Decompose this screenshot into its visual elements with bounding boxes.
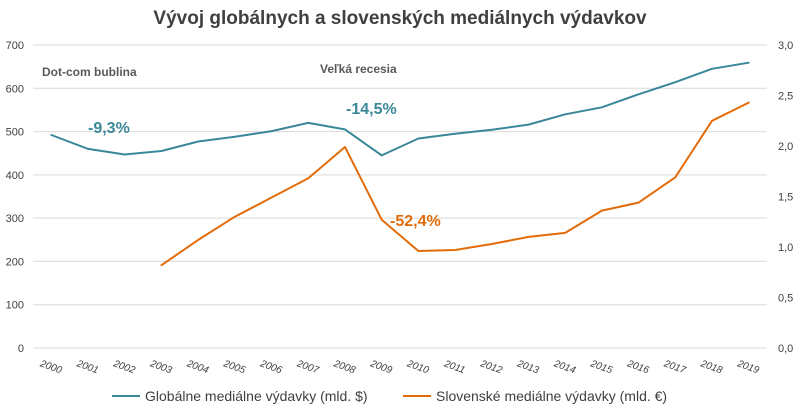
x-tick-label: 2007 bbox=[294, 358, 320, 376]
x-tick-label: 2000 bbox=[38, 358, 64, 376]
series-line-global bbox=[50, 61, 750, 157]
gridlines bbox=[33, 44, 767, 349]
annotation-sk-drop-2009: -52,4% bbox=[390, 213, 441, 230]
x-axis-ticks: 2000 2001 2002 2003 2004 2005 2006 2007 2008 2009… bbox=[38, 358, 761, 376]
y-right-tick-label: 1,0 bbox=[778, 242, 793, 254]
annotation-recession: Veľká recesia bbox=[320, 62, 397, 76]
x-tick-label: 2013 bbox=[515, 358, 541, 376]
annotation-global-drop-2001: -9,3% bbox=[88, 120, 130, 137]
x-tick-label: 2018 bbox=[698, 358, 724, 376]
x-tick-label: 2011 bbox=[442, 358, 467, 376]
x-tick-label: 2002 bbox=[111, 358, 137, 376]
x-tick-label: 2006 bbox=[258, 358, 284, 376]
y-left-tick-label: 300 bbox=[6, 213, 24, 225]
x-tick-label: 2016 bbox=[625, 358, 651, 376]
series-lines bbox=[50, 61, 750, 267]
y-left-tick-label: 400 bbox=[6, 170, 24, 182]
left-axis-ticks: 0 100 200 300 400 500 600 700 bbox=[6, 40, 24, 355]
y-left-tick-label: 500 bbox=[6, 127, 24, 139]
legend-label-sk: Slovenské mediálne výdavky (mld. €) bbox=[436, 388, 667, 404]
y-right-tick-label: 2,0 bbox=[778, 141, 793, 153]
right-axis-ticks: 0,0 0,5 1,0 1,5 2,0 2,5 3,0 bbox=[778, 40, 793, 355]
y-left-tick-label: 0 bbox=[18, 343, 24, 355]
series-line-slovak bbox=[160, 101, 750, 267]
x-tick-label: 2014 bbox=[551, 358, 577, 376]
annotation-dotcom: Dot-com bublina bbox=[42, 65, 137, 79]
y-right-tick-label: 0,0 bbox=[778, 343, 793, 355]
x-tick-label: 2015 bbox=[588, 358, 614, 376]
x-tick-label: 2003 bbox=[148, 358, 174, 376]
x-tick-label: 2005 bbox=[221, 358, 247, 376]
x-tick-label: 2001 bbox=[74, 358, 100, 376]
y-right-tick-label: 3,0 bbox=[778, 40, 793, 52]
x-tick-label: 2009 bbox=[368, 358, 394, 376]
x-tick-label: 2019 bbox=[735, 358, 761, 376]
legend-label-global: Globálne mediálne výdavky (mld. $) bbox=[145, 388, 368, 404]
y-right-tick-label: 1,5 bbox=[778, 192, 793, 204]
x-tick-label: 2008 bbox=[331, 358, 357, 376]
legend: Globálne mediálne výdavky (mld. $) Slove… bbox=[112, 388, 667, 404]
y-left-tick-label: 600 bbox=[6, 83, 24, 95]
chart-title: Vývoj globálnych a slovenských mediálnyc… bbox=[153, 8, 647, 29]
y-right-tick-label: 0,5 bbox=[778, 293, 793, 305]
x-tick-label: 2012 bbox=[478, 358, 504, 376]
y-left-tick-label: 200 bbox=[6, 256, 24, 268]
x-tick-label: 2004 bbox=[184, 358, 210, 376]
y-left-tick-label: 100 bbox=[6, 300, 24, 312]
y-left-tick-label: 700 bbox=[6, 40, 24, 52]
y-right-tick-label: 2,5 bbox=[778, 91, 793, 103]
x-tick-label: 2010 bbox=[405, 358, 431, 376]
x-tick-label: 2017 bbox=[661, 358, 687, 376]
annotation-global-drop-2009: -14,5% bbox=[346, 101, 397, 118]
